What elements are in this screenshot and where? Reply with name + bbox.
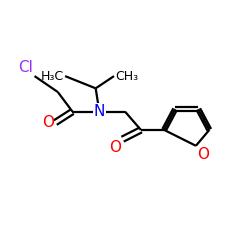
Text: H₃C: H₃C	[41, 70, 64, 82]
Text: CH₃: CH₃	[115, 70, 138, 82]
Text: Cl: Cl	[18, 60, 33, 75]
Text: O: O	[197, 147, 209, 162]
Text: N: N	[94, 104, 105, 119]
Text: O: O	[109, 140, 121, 156]
Text: O: O	[42, 115, 54, 130]
